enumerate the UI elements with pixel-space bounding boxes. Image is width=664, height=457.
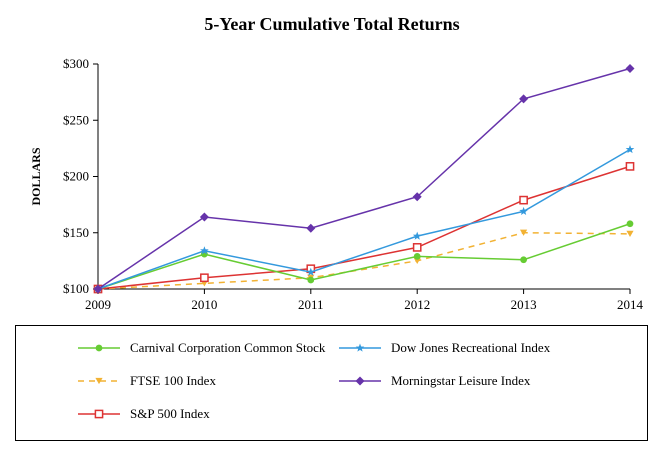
y-tick-label: $300	[63, 56, 89, 71]
legend-label: FTSE 100 Index	[130, 373, 216, 388]
data-point	[355, 343, 365, 352]
data-point	[412, 192, 422, 202]
legend-label: Carnival Corporation Common Stock	[130, 340, 326, 355]
legend-swatch	[78, 344, 120, 352]
x-tick-label: 2011	[298, 297, 324, 312]
data-point	[412, 243, 422, 252]
data-point	[519, 195, 528, 205]
series-s-p-500-index	[93, 162, 635, 294]
legend-swatch	[78, 377, 120, 385]
y-tick-label: $250	[63, 112, 89, 127]
series-line	[97, 67, 631, 290]
legend-swatch	[339, 343, 381, 352]
data-point	[413, 257, 421, 265]
legend-label: Dow Jones Recreational Index	[391, 340, 551, 355]
legend-item: Morningstar Leisure Index	[337, 373, 530, 389]
line-chart: $100 $150 $200 $250 $300 2009 2010 2011 2012 2013…	[29, 56, 644, 312]
legend-item: S&P 500 Index	[76, 406, 210, 422]
data-point	[625, 64, 635, 73]
data-point	[626, 220, 634, 228]
data-point	[199, 212, 209, 222]
legend-swatch	[339, 376, 381, 386]
legend-swatch	[78, 409, 120, 419]
data-point	[93, 284, 103, 294]
y-tick-label: $100	[63, 281, 89, 296]
series-dow-jones-recreational-index	[93, 145, 635, 293]
data-point	[412, 231, 422, 240]
data-point	[625, 145, 635, 154]
data-point	[626, 230, 634, 238]
data-point	[520, 229, 528, 236]
y-tick-label: $200	[63, 169, 89, 184]
data-point	[306, 223, 316, 233]
data-point	[200, 273, 209, 283]
legend-label: S&P 500 Index	[130, 406, 210, 421]
series-carnival-corporation-common-stock	[94, 220, 634, 293]
data-point	[306, 267, 316, 276]
series-line	[97, 231, 631, 290]
data-point	[95, 344, 103, 352]
y-axis-label: DOLLARS	[29, 147, 43, 205]
legend-label: Morningstar Leisure Index	[391, 373, 531, 388]
data-point	[519, 94, 529, 104]
chart-title: 5-Year Cumulative Total Returns	[204, 14, 460, 34]
data-point	[95, 377, 103, 385]
data-point	[94, 409, 104, 419]
data-point	[355, 376, 365, 386]
legend-item: Dow Jones Recreational Index	[337, 340, 550, 356]
x-tick-label: 2014	[617, 297, 644, 312]
series-morningstar-leisure-index	[93, 64, 635, 294]
series-line	[97, 165, 631, 290]
data-point	[200, 246, 209, 255]
y-tick-label: $150	[63, 225, 89, 240]
x-tick-label: 2010	[191, 297, 217, 312]
data-point	[625, 162, 635, 171]
legend-item: Carnival Corporation Common Stock	[76, 340, 325, 356]
data-point	[519, 206, 528, 215]
series-line	[97, 148, 631, 290]
data-point	[520, 256, 527, 264]
x-tick-label: 2013	[511, 297, 537, 312]
series-line	[97, 223, 631, 290]
x-tick-label: 2012	[404, 297, 430, 312]
data-point	[413, 253, 421, 260]
data-point	[307, 276, 315, 284]
legend: Carnival Corporation Common Stock Dow Jon…	[15, 325, 648, 441]
x-tick-label: 2009	[85, 297, 111, 312]
legend-item: FTSE 100 Index	[76, 373, 216, 389]
